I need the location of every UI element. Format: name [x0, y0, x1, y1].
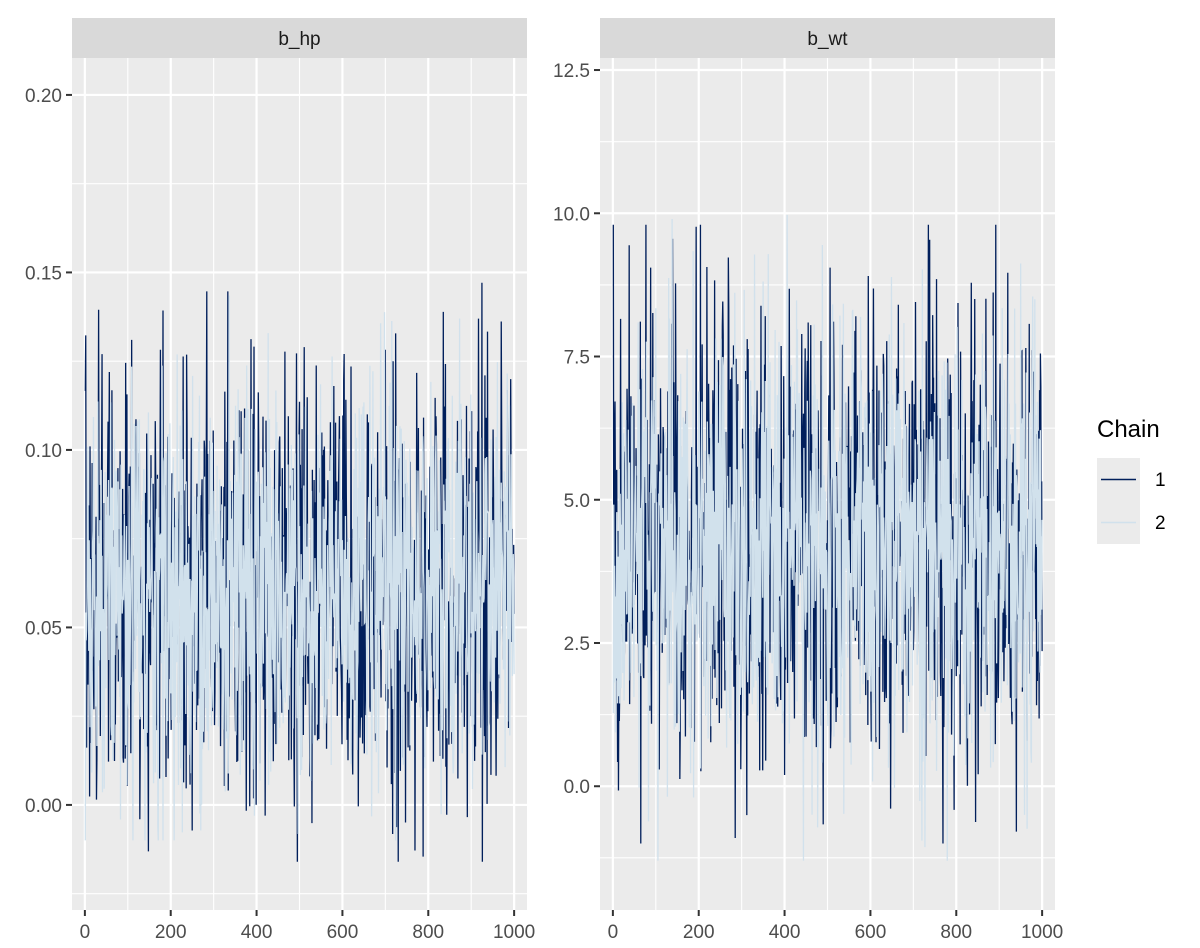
x-tick-label: 1000 — [493, 922, 535, 943]
y-tick-label: 0.00 — [25, 796, 62, 817]
x-tick-label: 600 — [327, 922, 359, 943]
chain-2-trace — [84, 295, 515, 841]
x-tick-label: 200 — [155, 922, 187, 943]
y-tick-label: 0.20 — [25, 86, 62, 107]
panel-b_hp: b_hp 0 200 400 600 800 1000 0.00 0.05 0.10 0.15 0.2… — [25, 18, 535, 943]
y-tick-label: 12.5 — [553, 61, 590, 82]
x-tick-label: 400 — [241, 922, 273, 943]
y-tick-label: 0.05 — [25, 618, 62, 639]
y-tick-label: 0.15 — [25, 263, 62, 284]
x-tick-label: 800 — [412, 922, 444, 943]
legend: Chain 1 2 — [1097, 416, 1166, 544]
y-tick-label: 10.0 — [553, 204, 590, 225]
y-tick-label: 0.10 — [25, 441, 62, 462]
y-tick-label: 5.0 — [564, 491, 590, 512]
x-tick-label: 800 — [940, 922, 972, 943]
panel-b_wt: b_wt 0 200 400 600 800 1000 0.0 2.5 5.0 7.5 10.0 12.… — [553, 18, 1063, 943]
x-tick-label: 0 — [80, 922, 91, 943]
legend-label: 2 — [1155, 513, 1166, 534]
y-tick-label: 0.0 — [564, 777, 590, 798]
x-tick-label: 600 — [855, 922, 887, 943]
facet-strip — [600, 18, 1055, 58]
facet-label: b_hp — [278, 29, 320, 50]
y-tick-label: 7.5 — [564, 348, 590, 369]
chain-2-trace — [612, 214, 1043, 861]
legend-label: 1 — [1155, 470, 1166, 491]
facet-label: b_wt — [807, 29, 848, 50]
x-tick-label: 0 — [608, 922, 619, 943]
y-tick-label: 2.5 — [564, 634, 590, 655]
legend-title: Chain — [1097, 416, 1160, 443]
x-tick-label: 400 — [769, 922, 801, 943]
facet-strip — [72, 18, 527, 58]
x-tick-label: 1000 — [1021, 922, 1063, 943]
x-tick-label: 200 — [683, 922, 715, 943]
